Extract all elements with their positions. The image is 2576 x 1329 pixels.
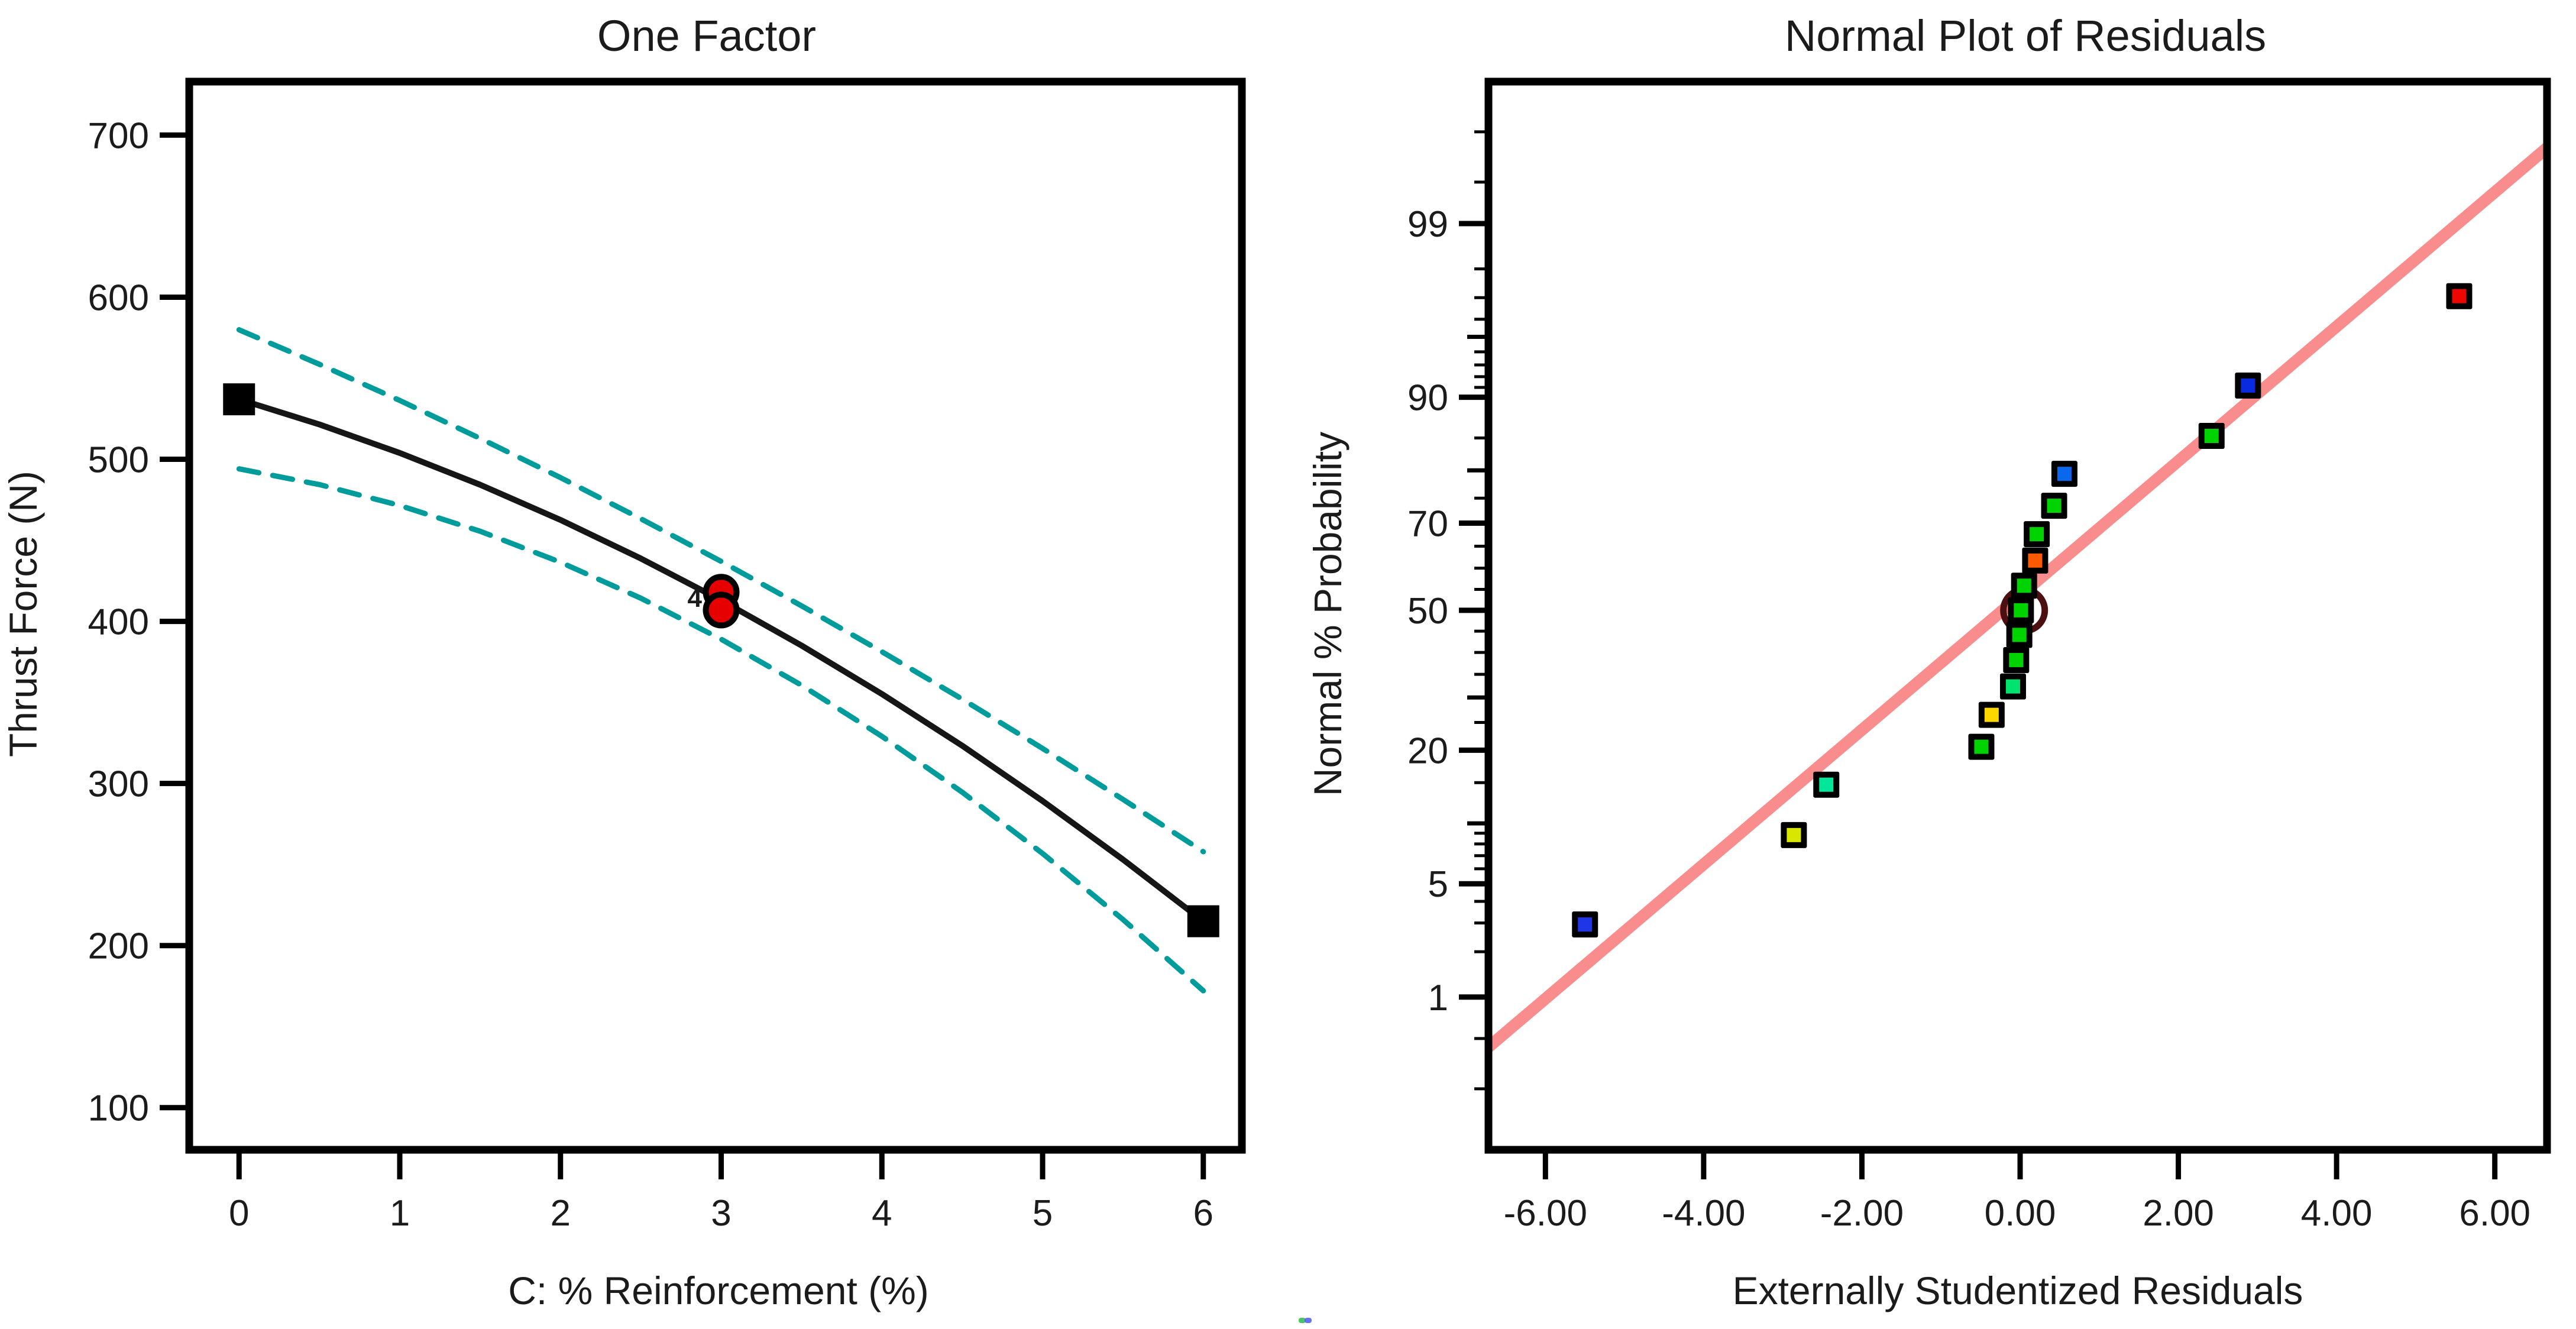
residual-point	[2022, 547, 2048, 574]
right-x-tick-label: 4.00	[2301, 1193, 2373, 1234]
left-chart-title: One Factor	[597, 11, 816, 60]
left-y-tick-label: 700	[88, 115, 149, 156]
design-point	[223, 383, 255, 416]
ci-band-low-curve	[236, 466, 1206, 994]
right-x-axis-ticks: -6.00 -4.00 -2.00 0.00 2.00 4.00 6.00	[1504, 1153, 2530, 1234]
right-y-axis-ticks: 1 5 20 50 70 90 99	[1407, 130, 1485, 1091]
residual-point	[2446, 283, 2473, 309]
normal-plot-chart: -6.00 -4.00 -2.00 0.00 2.00 4.00 6.00 1 5 20 50 70 9…	[1306, 11, 2551, 1312]
left-x-tick-label: 0	[229, 1193, 249, 1234]
left-y-tick-label: 300	[88, 764, 149, 805]
right-y-tick-label: 70	[1407, 503, 1448, 544]
left-plot-frame	[185, 77, 1246, 1154]
left-x-axis-ticks: 0 1 2 3 4 5 6	[229, 1153, 1213, 1234]
left-x-tick-label: 2	[551, 1193, 571, 1234]
residual-point	[2024, 521, 2050, 548]
right-x-tick-label: -4.00	[1662, 1193, 1745, 1234]
residual-point	[1781, 822, 1807, 848]
left-y-tick-label: 400	[88, 602, 149, 643]
right-chart-title: Normal Plot of Residuals	[1785, 11, 2266, 60]
residual-point	[2235, 372, 2261, 399]
right-y-tick-label: 50	[1407, 591, 1448, 632]
design-point	[1187, 905, 1219, 937]
left-y-tick-label: 600	[88, 277, 149, 318]
residual-point	[2006, 622, 2033, 648]
residual-point	[1978, 701, 2005, 728]
residual-point	[1813, 771, 1840, 798]
left-y-tick-label: 100	[88, 1088, 149, 1129]
right-y-tick-label: 99	[1407, 204, 1448, 245]
residual-point	[1999, 673, 2026, 700]
residual-point	[2051, 461, 2077, 487]
right-xaxis-label: Externally Studentized Residuals	[1733, 1269, 2303, 1312]
right-x-tick-label: -2.00	[1820, 1193, 1904, 1234]
residual-point	[2041, 493, 2067, 519]
right-x-tick-label: 6.00	[2459, 1193, 2530, 1234]
left-y-tick-label: 500	[88, 440, 149, 481]
normal-plot-area: -6.00 -4.00 -2.00 0.00 2.00 4.00 6.00 1 5 20 50 70 9…	[1407, 77, 2551, 1234]
left-y-tick-label: 200	[88, 926, 149, 967]
left-y-axis-ticks: 100 200 300 400 500 600 700	[88, 115, 186, 1129]
right-x-tick-label: -6.00	[1504, 1193, 1587, 1234]
right-y-tick-label: 5	[1428, 864, 1448, 905]
right-x-tick-label: 2.00	[2143, 1193, 2214, 1234]
left-yaxis-label: Thrust Force (N)	[1, 471, 45, 757]
replicate-point	[703, 591, 740, 629]
right-x-tick-label: 0.00	[1985, 1193, 2056, 1234]
right-y-tick-label: 1	[1428, 978, 1448, 1018]
left-xaxis-label: C: % Reinforcement (%)	[508, 1269, 929, 1312]
residual-point	[2008, 597, 2034, 623]
replicate-count-label: 4	[688, 584, 703, 613]
ci-band-high-curve	[236, 327, 1206, 855]
right-yaxis-label: Normal % Probability	[1306, 432, 1350, 796]
right-y-tick-label: 20	[1407, 730, 1448, 771]
right-plot-frame	[1484, 77, 2551, 1154]
left-x-tick-label: 3	[711, 1193, 731, 1234]
artifact-dot	[1299, 1318, 1312, 1323]
right-y-tick-label: 90	[1407, 378, 1448, 419]
residual-point	[1968, 733, 1995, 760]
left-x-tick-label: 5	[1033, 1193, 1053, 1234]
one-factor-plot-area: 0 1 2 3 4 5 6 100 200 300 400 500 600 700	[88, 77, 1246, 1234]
left-x-tick-label: 6	[1193, 1193, 1213, 1234]
residual-point	[2011, 573, 2037, 599]
residual-point	[1572, 911, 1598, 938]
left-x-tick-label: 4	[872, 1193, 892, 1234]
prediction-curve	[236, 396, 1206, 924]
residual-point	[2198, 423, 2225, 450]
residual-point	[2003, 646, 2030, 673]
left-x-tick-label: 1	[390, 1193, 410, 1234]
